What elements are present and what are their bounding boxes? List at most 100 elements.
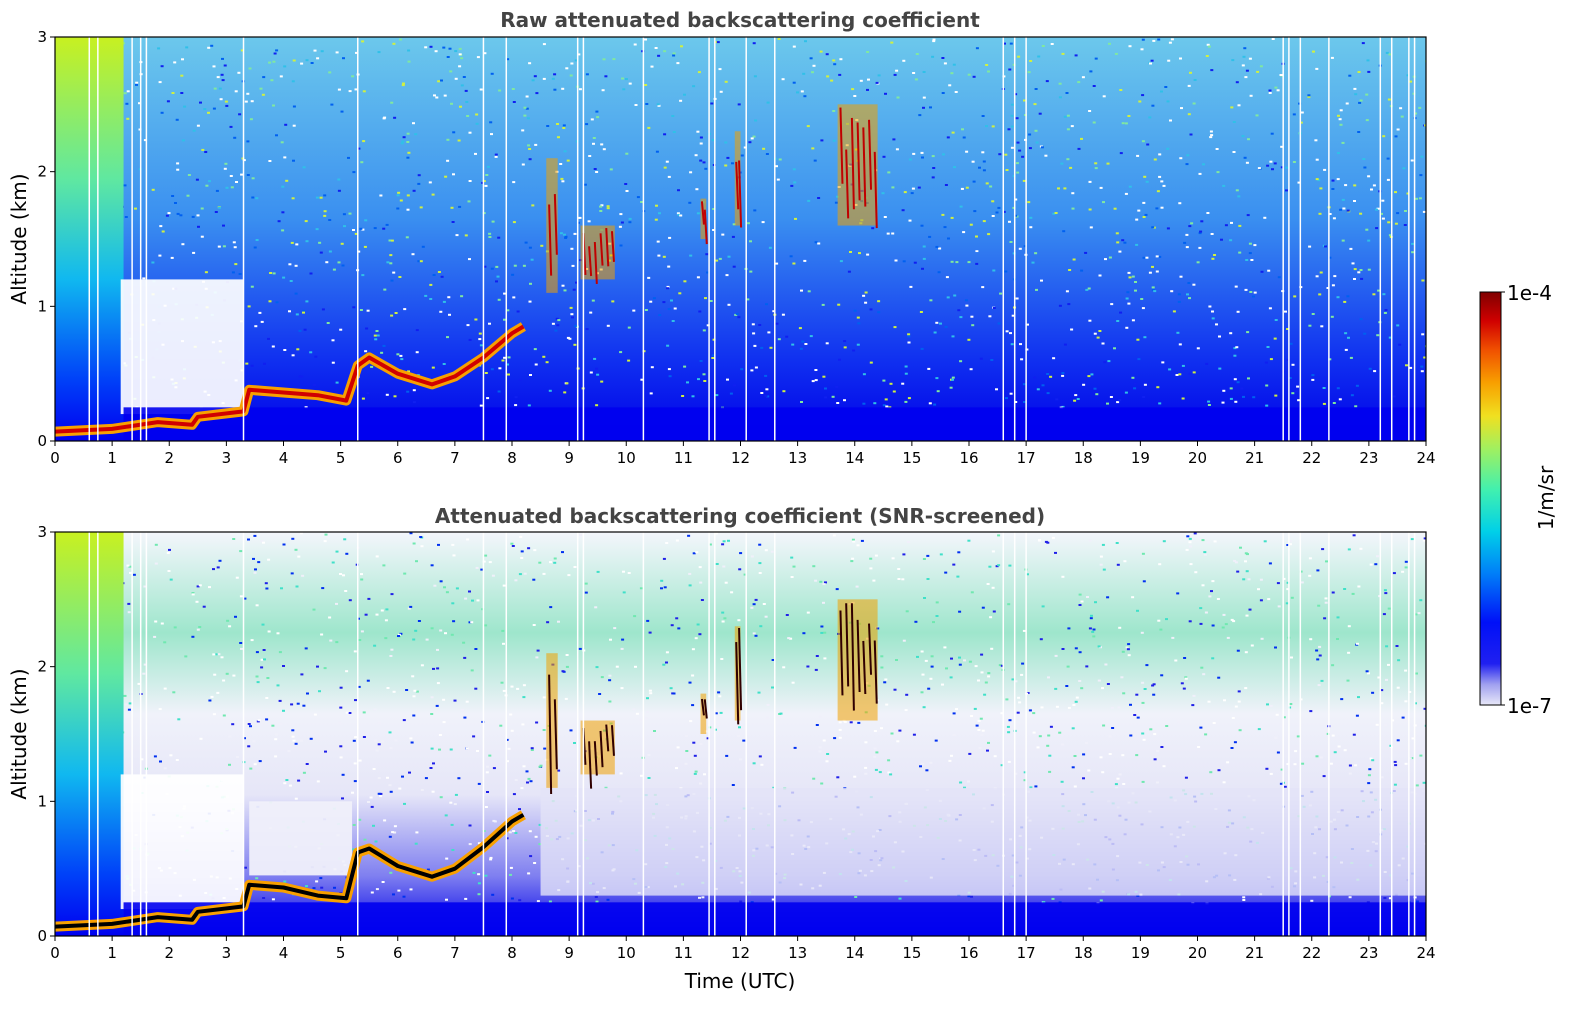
speckle — [240, 173, 244, 176]
speckle — [1259, 599, 1263, 602]
speckle — [1004, 270, 1008, 273]
speckle — [458, 53, 462, 56]
speckle — [160, 111, 164, 114]
speckle — [414, 133, 418, 136]
speckle — [887, 759, 891, 762]
speckle — [691, 648, 695, 651]
speckle — [1247, 377, 1250, 380]
speckle — [1164, 86, 1168, 88]
speckle — [1246, 553, 1249, 556]
speckle — [1038, 539, 1042, 542]
speckle — [1408, 691, 1412, 693]
speckle — [1382, 293, 1386, 296]
speckle — [574, 324, 578, 327]
speckle — [948, 84, 952, 87]
speckle — [367, 801, 370, 803]
speckle — [1141, 94, 1145, 97]
speckle — [933, 403, 937, 406]
speckle — [305, 240, 309, 243]
speckle — [1342, 207, 1346, 210]
speckle — [838, 721, 842, 724]
speckle — [600, 380, 604, 383]
speckle — [506, 363, 509, 366]
speckle — [817, 242, 821, 245]
speckle — [442, 721, 446, 724]
speckle — [1007, 760, 1011, 763]
speckle — [1406, 192, 1410, 195]
speckle — [360, 630, 364, 633]
speckle — [1308, 574, 1312, 577]
speckle — [246, 174, 250, 176]
speckle — [1211, 310, 1214, 313]
speckle — [1063, 187, 1067, 190]
speckle — [171, 195, 175, 197]
speckle — [1243, 156, 1247, 159]
speckle — [399, 38, 402, 41]
speckle — [979, 357, 983, 360]
speckle — [1271, 38, 1275, 40]
speckle — [450, 102, 453, 105]
speckle — [699, 581, 703, 584]
speckle — [740, 154, 744, 157]
x-tick-label: 3 — [222, 944, 232, 962]
speckle — [824, 396, 828, 399]
speckle — [514, 832, 518, 834]
speckle — [385, 393, 389, 396]
speckle — [132, 573, 136, 576]
speckle — [743, 573, 747, 576]
cloud-streak — [610, 725, 615, 756]
speckle — [464, 897, 468, 900]
speckle — [479, 88, 483, 91]
speckle — [864, 741, 868, 744]
speckle — [633, 615, 637, 618]
speckle — [516, 687, 520, 690]
speckle — [1368, 367, 1372, 370]
speckle — [1223, 699, 1226, 702]
speckle — [712, 208, 716, 210]
speckle — [1210, 69, 1214, 72]
speckle — [599, 210, 603, 212]
speckle — [407, 49, 411, 52]
speckle — [457, 139, 461, 142]
speckle — [639, 719, 643, 722]
speckle — [212, 65, 216, 68]
speckle — [812, 64, 816, 67]
speckle — [199, 101, 202, 104]
speckle — [1265, 767, 1269, 770]
speckle — [722, 565, 726, 568]
speckle — [1346, 679, 1350, 682]
speckle — [1253, 291, 1257, 294]
speckle — [465, 747, 469, 750]
speckle — [488, 236, 492, 238]
speckle — [1121, 239, 1125, 242]
speckle — [823, 631, 827, 634]
speckle — [1148, 271, 1152, 274]
speckle — [339, 756, 343, 759]
speckle — [249, 725, 252, 728]
speckle — [880, 666, 884, 669]
speckle — [628, 82, 632, 85]
speckle — [328, 71, 332, 74]
speckle — [785, 614, 789, 616]
speckle — [431, 366, 435, 369]
speckle — [445, 898, 448, 901]
speckle — [304, 406, 308, 409]
speckle — [1246, 214, 1250, 217]
speckle — [268, 300, 272, 303]
cloud-streak — [873, 151, 878, 229]
speckle — [1084, 742, 1088, 745]
speckle — [1037, 55, 1041, 58]
speckle — [877, 74, 881, 77]
x-tick-label: 23 — [1359, 944, 1378, 962]
speckle — [415, 351, 419, 354]
speckle — [1269, 772, 1273, 775]
speckle — [743, 146, 747, 149]
speckle — [757, 691, 761, 694]
speckle — [169, 754, 173, 757]
speckle — [534, 363, 538, 366]
speckle — [739, 552, 743, 555]
speckle — [578, 216, 582, 219]
speckle — [982, 220, 986, 223]
speckle — [1320, 679, 1324, 682]
speckle — [291, 537, 295, 540]
